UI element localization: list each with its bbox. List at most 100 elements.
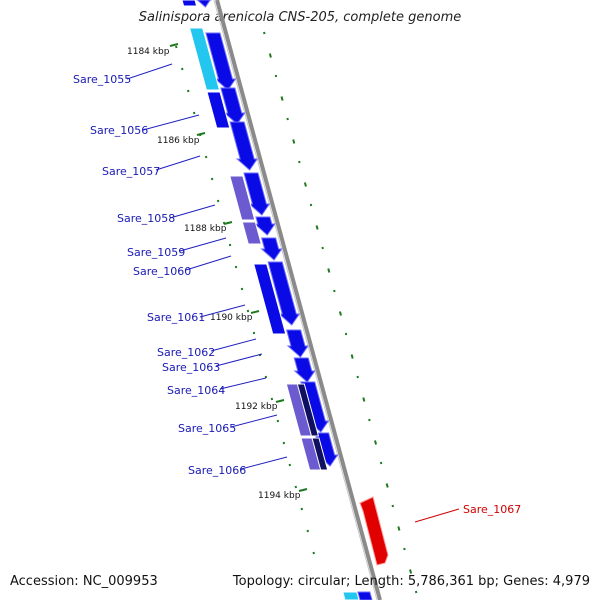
gc-tick [240,287,244,291]
gene-leader-line [210,338,257,352]
gc-tick [264,375,268,379]
gene-leader-line [414,508,460,523]
summary-text: Topology: circular; Length: 5,786,361 bp… [232,574,590,589]
gc-tick [280,96,284,101]
gene-label-sare-1060[interactable]: Sare_1060 [133,265,191,278]
gc-tick [362,397,366,402]
gene-leader-line [179,237,227,252]
forward-gene-arrow[interactable] [267,261,301,326]
gene-sare-1067-arrow[interactable] [359,496,389,566]
gene-label-sare-1061[interactable]: Sare_1061 [147,311,205,324]
gene-leader-line [185,255,232,271]
kbp-label: 1184 kbp [127,47,170,57]
gc-tick [312,551,315,555]
forward-gene-arrow[interactable] [260,237,283,261]
reverse-gene-box[interactable] [188,27,221,91]
gene-labels: Sare_1055 Sare_1056 Sare_1057 Sare_1058 … [73,63,521,523]
gene-leader-line [199,304,246,318]
gc-tick [344,332,348,336]
gc-tick [374,440,378,445]
gc-tick [270,397,274,401]
gene-label-sare-1065[interactable]: Sare_1065 [178,422,236,435]
gene-label-sare-1059[interactable]: Sare_1059 [127,246,185,259]
kbp-tick [196,132,206,136]
gene-label-sare-1058[interactable]: Sare_1058 [117,212,175,225]
gc-tick [333,289,336,293]
accession-text: Accession: NC_009953 [10,574,158,589]
gc-tick [403,547,406,551]
forward-gene-arrow[interactable] [205,32,237,91]
gene-leader-line [230,414,278,428]
gc-tick [391,504,395,508]
gene-label-sare-1067[interactable]: Sare_1067 [463,503,521,516]
gc-tick [379,461,383,465]
gene-label-sare-1063[interactable]: Sare_1063 [162,361,220,374]
gene-leader-line [155,155,201,171]
gc-tick [385,483,389,488]
gc-tick [327,268,331,273]
forward-gene-arrow[interactable] [285,329,309,358]
kbp-tick [169,43,179,47]
gene-label-sare-1064[interactable]: Sare_1064 [167,384,225,397]
gc-tick [276,419,280,423]
gc-tick [315,225,319,230]
gc-tick [368,418,371,422]
gc-tick [288,463,292,467]
gc-tick [300,507,304,511]
reverse-gene-box[interactable] [229,175,256,221]
gene-label-sare-1057[interactable]: Sare_1057 [102,165,160,178]
gene-label-sare-1062[interactable]: Sare_1062 [157,346,215,359]
gene-leader-line [126,63,173,80]
kbp-tick [250,310,260,314]
gene-label-sare-1056[interactable]: Sare_1056 [90,124,148,137]
gc-tick [204,155,208,159]
gc-tick [321,246,324,250]
forward-gene-arrow[interactable] [220,87,246,125]
gc-tick [286,117,289,121]
gene-leader-line [219,377,267,390]
reverse-gene-box[interactable] [181,0,198,7]
gene-label-sare-1066[interactable]: Sare_1066 [188,464,246,477]
kbp-label: 1194 kbp [258,491,301,501]
gc-tick [252,331,256,335]
kbp-label: 1190 kbp [210,313,253,323]
highlighted-gene[interactable] [359,496,389,566]
gene-stripe[interactable] [311,437,329,471]
forward-gene-arrow[interactable] [293,357,316,383]
gc-tick [263,31,266,35]
kbp-label: 1192 kbp [235,402,278,412]
gc-tick [181,67,184,71]
gc-tick [356,375,359,379]
gc-tick [282,441,286,445]
reverse-gene-box[interactable] [241,221,262,245]
gene-stripe[interactable] [296,383,320,437]
forward-gene-arrow[interactable] [193,0,213,8]
gc-tick [306,529,309,533]
gc-tick [397,526,401,531]
gene-leader-line [169,204,216,219]
forward-gene-arrow[interactable] [357,591,373,600]
gc-tick [292,139,296,144]
kbp-label: 1186 kbp [157,136,200,146]
gc-ticks [175,31,418,594]
gc-tick [298,160,301,164]
genome-backbone [215,0,382,600]
gc-tick [309,203,313,207]
forward-gene-arrow[interactable] [253,216,276,236]
forward-gene-arrow[interactable] [229,121,259,171]
kbp-tick [275,399,285,403]
gc-tick [246,309,250,313]
gc-tick [186,89,190,93]
gene-label-sare-1055[interactable]: Sare_1055 [73,73,131,86]
genome-backbone-shadow [213,0,378,600]
gc-tick [414,590,418,594]
reverse-gene-box[interactable] [253,263,287,335]
gc-tick [228,243,232,247]
gene-leader-line [240,456,288,470]
gc-tick [268,53,272,58]
reverse-gene-box[interactable] [342,591,360,600]
gene-leader-line [142,114,200,131]
reverse-gene-box[interactable] [206,91,231,129]
